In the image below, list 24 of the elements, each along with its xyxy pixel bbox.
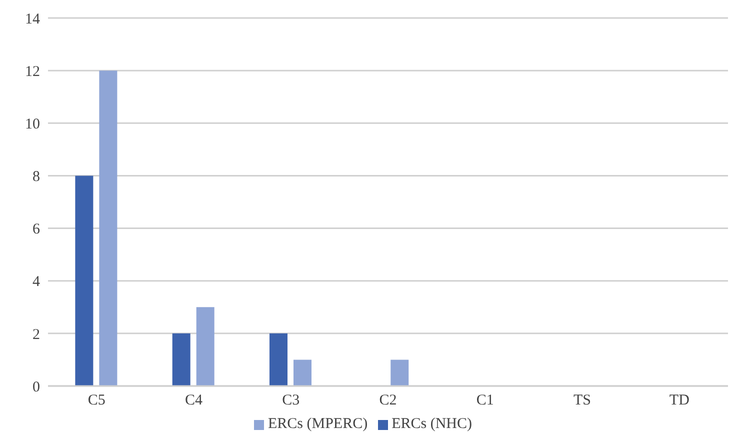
legend-label: ERCs (MPERC) (268, 416, 368, 432)
y-tick-label: 0 (32, 379, 40, 396)
y-tick-label: 12 (25, 64, 40, 80)
bar (99, 70, 118, 386)
y-tick-label: 6 (32, 222, 40, 238)
bar (172, 333, 190, 386)
y-tick-label: 8 (32, 169, 40, 186)
x-tick-label: C5 (88, 392, 106, 409)
y-tick-label: 2 (32, 326, 40, 343)
x-tick-label: TS (574, 392, 592, 409)
y-tick-label: 14 (25, 11, 40, 28)
bar (196, 307, 214, 386)
y-tick-label: 10 (25, 116, 40, 132)
x-tick-label: C2 (379, 392, 397, 409)
bar (390, 360, 409, 386)
bar (293, 360, 312, 386)
bar (75, 176, 94, 386)
legend-label: ERCs (NHC) (392, 416, 472, 432)
x-tick-label: C1 (476, 392, 494, 409)
y-tick-label: 4 (32, 274, 40, 290)
x-tick-label: TD (669, 392, 690, 409)
x-tick-label: C4 (184, 392, 203, 409)
x-tick-label: C3 (282, 392, 300, 409)
bar (269, 333, 288, 386)
